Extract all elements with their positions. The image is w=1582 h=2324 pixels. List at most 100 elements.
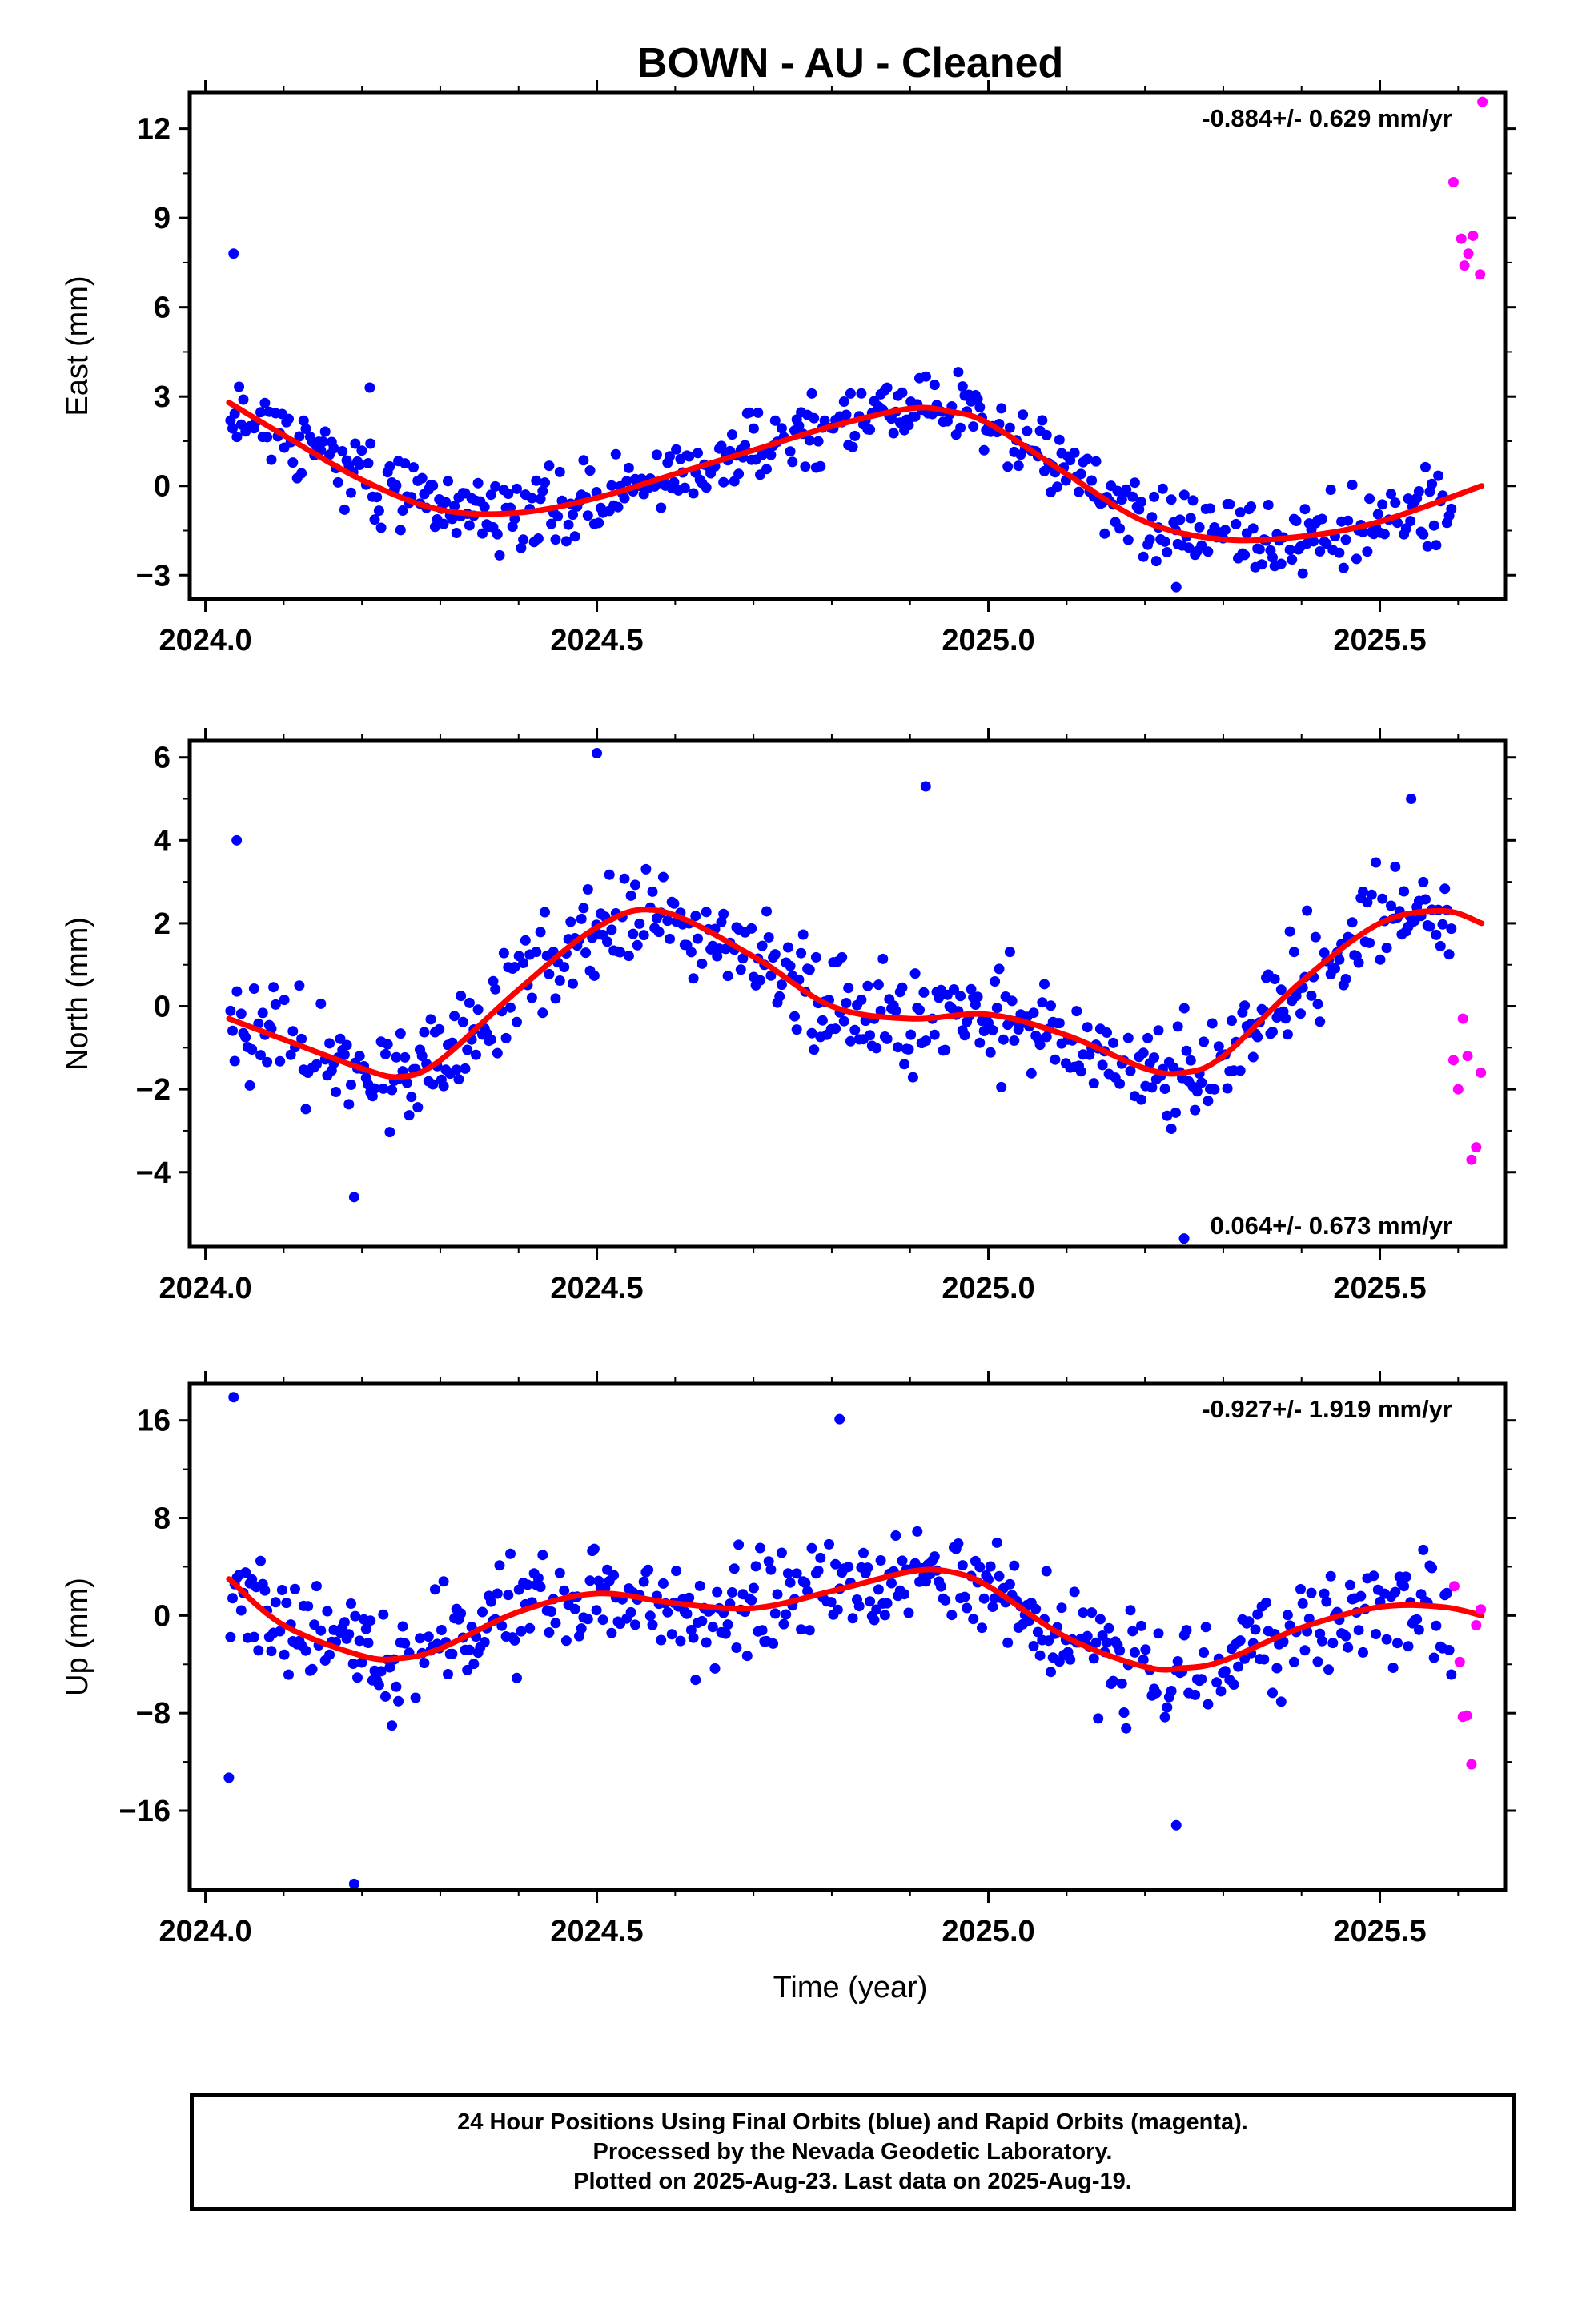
north-final-point (918, 987, 930, 998)
north-final-point (1028, 1007, 1039, 1019)
east-final-point (815, 460, 826, 472)
north-final-point (774, 991, 785, 1002)
east-final-point (1037, 415, 1048, 426)
y-tick-label: 6 (154, 742, 171, 775)
north-final-point (1267, 1027, 1278, 1037)
north-final-point (890, 1005, 901, 1016)
north-final-point (782, 942, 793, 953)
up-final-point (782, 1568, 793, 1579)
up-final-point (1127, 1626, 1138, 1637)
up-final-point (494, 1560, 505, 1571)
north-final-point (665, 933, 675, 944)
up-final-point (763, 1556, 774, 1567)
north-final-point (899, 1059, 910, 1070)
east-final-point (477, 528, 488, 539)
up-final-point (1203, 1699, 1214, 1710)
north-final-point (559, 962, 570, 973)
north-final-point (978, 1026, 990, 1036)
x-tick-label: 2025.5 (1333, 1915, 1426, 1948)
up-final-point (748, 1582, 759, 1594)
north-final-point (623, 951, 634, 962)
up-final-point (1431, 1620, 1442, 1631)
north-final-point (909, 968, 921, 979)
north-final-point (757, 940, 768, 951)
east-final-point (684, 451, 695, 462)
east-final-point (384, 461, 396, 472)
north-final-point (227, 1025, 238, 1036)
east-final-point (397, 505, 408, 516)
north-final-point (1306, 990, 1317, 1001)
up-final-point (862, 1562, 873, 1574)
up-final-point (1166, 1686, 1177, 1696)
east-final-point (363, 458, 374, 468)
up-final-point (509, 1634, 520, 1646)
up-final-point (662, 1606, 673, 1618)
east-final-point (787, 456, 798, 468)
north-final-point (412, 1102, 424, 1113)
north-final-point (438, 1080, 449, 1092)
north-final-point (1366, 889, 1377, 900)
up-final-point (684, 1592, 695, 1603)
east-final-point (1157, 483, 1168, 494)
east-final-point (612, 501, 624, 513)
east-final-point (1364, 493, 1375, 505)
east-final-point (753, 407, 764, 418)
up-final-point (879, 1610, 890, 1621)
north-final-point (949, 984, 959, 995)
east-rapid-point (1477, 96, 1488, 107)
north-final-point (1199, 1036, 1209, 1047)
north-final-point (248, 983, 259, 994)
north-final-point (464, 997, 475, 1008)
north-final-point (240, 1031, 251, 1043)
x-tick-label: 2024.5 (550, 624, 643, 657)
up-final-point (1196, 1674, 1207, 1685)
up-y-axis-label: Up (mm) (61, 1578, 94, 1696)
north-final-point (311, 1059, 322, 1070)
y-tick-label: 0 (154, 1599, 171, 1633)
north-final-point (959, 1030, 970, 1041)
east-final-point (693, 448, 703, 459)
up-final-point (671, 1566, 682, 1577)
up-final-point (1235, 1635, 1246, 1647)
up-final-point (1215, 1686, 1227, 1697)
north-final-point (722, 971, 733, 982)
east-final-point (909, 411, 921, 422)
up-final-point (560, 1635, 572, 1647)
north-final-point (761, 906, 772, 917)
up-final-point (1159, 1711, 1170, 1723)
up-final-point (1295, 1584, 1306, 1594)
up-rapid-point (1454, 1656, 1465, 1667)
east-final-point (283, 413, 294, 424)
y-tick-label: 0 (154, 991, 171, 1024)
north-final-point (653, 927, 665, 938)
east-final-point (1039, 465, 1050, 476)
up-final-point (675, 1635, 686, 1647)
north-rapid-point (1457, 1013, 1468, 1024)
up-final-point (479, 1637, 490, 1647)
up-final-point (1170, 1819, 1182, 1831)
up-final-point (1086, 1607, 1098, 1618)
north-final-point (582, 884, 593, 895)
up-final-point (729, 1563, 740, 1574)
east-final-point (518, 534, 529, 545)
east-final-point (1390, 497, 1401, 509)
north-final-point (990, 976, 1001, 987)
east-final-point (845, 388, 856, 399)
y-tick-label: 8 (154, 1502, 171, 1536)
north-final-point (339, 1049, 350, 1060)
north-final-point (1437, 919, 1448, 930)
east-final-point (227, 423, 238, 434)
up-final-point (1233, 1661, 1243, 1672)
up-final-point (1116, 1678, 1127, 1689)
up-final-point (957, 1560, 968, 1571)
up-final-point (727, 1587, 737, 1598)
east-final-point (1284, 545, 1295, 555)
north-rapid-point (1452, 1084, 1464, 1095)
east-final-point (298, 415, 309, 426)
east-final-point (806, 388, 817, 399)
up-final-point (419, 1658, 430, 1669)
north-final-point (1362, 897, 1373, 908)
east-final-point (1138, 551, 1149, 562)
footer-caption-box: 24 Hour Positions Using Final Orbits (bl… (190, 2093, 1516, 2211)
up-final-point (832, 1604, 843, 1615)
